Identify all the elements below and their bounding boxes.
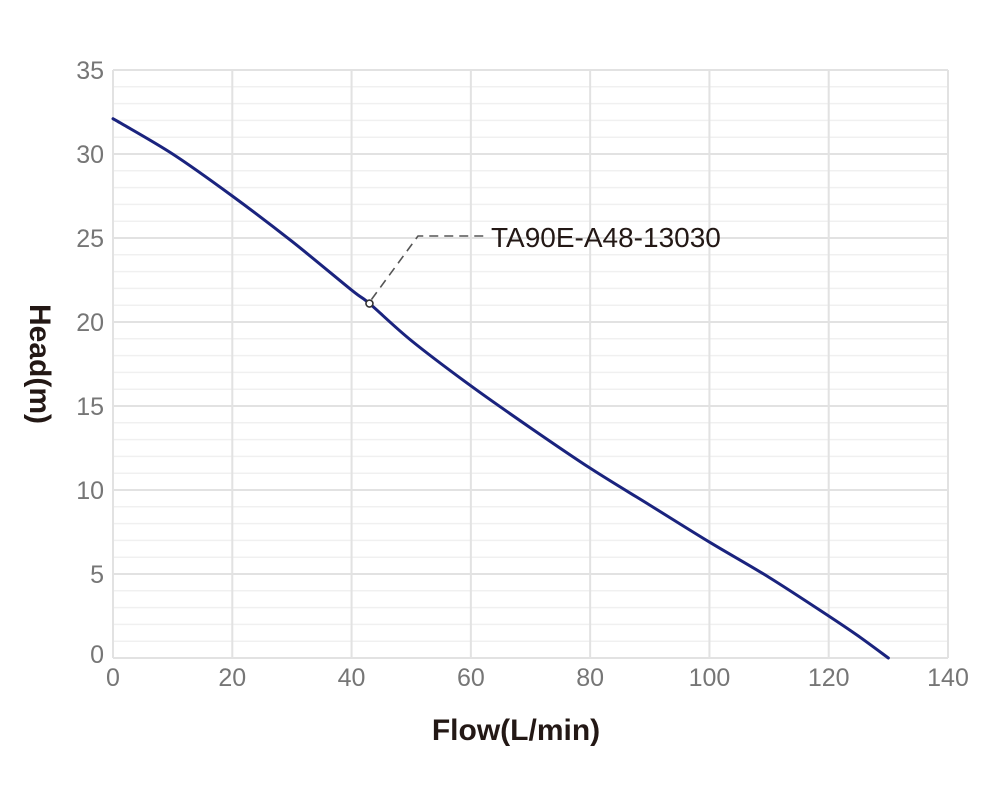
x-tick-label: 100 (689, 664, 731, 692)
x-tick-label: 120 (808, 664, 850, 692)
y-axis-ticks: 0 5 10 15 20 25 30 35 (76, 57, 104, 669)
annotation-label: TA90E-A48-13030 (491, 222, 721, 253)
minor-gridlines (113, 69, 948, 659)
y-axis-title: Head(m) (23, 304, 56, 424)
x-tick-label: 40 (338, 664, 366, 692)
y-tick-label: 30 (76, 141, 104, 169)
annotation-leader-line (370, 235, 488, 300)
x-axis-title: Flow(L/min) (432, 714, 600, 747)
x-tick-label: 80 (576, 664, 604, 692)
y-tick-label: 20 (76, 309, 104, 337)
x-tick-label: 0 (106, 664, 120, 692)
x-tick-label: 20 (218, 664, 246, 692)
y-tick-label: 15 (76, 393, 104, 421)
annotation-marker (365, 299, 374, 308)
y-tick-label: 0 (90, 641, 104, 669)
x-axis-ticks: 0 20 40 60 80 100 120 140 (106, 664, 969, 692)
x-tick-label: 140 (927, 664, 969, 692)
y-tick-label: 10 (76, 477, 104, 505)
head-flow-curve (111, 117, 890, 660)
y-tick-label: 5 (90, 561, 104, 589)
x-tick-label: 60 (457, 664, 485, 692)
major-gridlines (112, 69, 949, 659)
y-tick-label: 25 (76, 225, 104, 253)
y-tick-label: 35 (76, 57, 104, 85)
